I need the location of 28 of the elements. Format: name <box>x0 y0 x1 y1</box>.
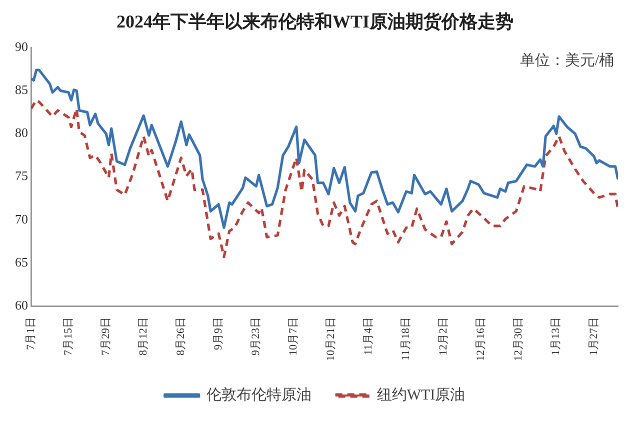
x-tick-label: 1月13日 <box>550 317 562 356</box>
annotation: 单位：美元/桶 <box>520 52 614 70</box>
x-tick-label: 11月4日 <box>362 317 375 356</box>
x-tick-label: 7月1日 <box>24 317 37 350</box>
x-tick-label: 9月23日 <box>250 317 262 356</box>
y-tick-label: 80 <box>15 125 28 140</box>
x-tick-label: 10月7日 <box>288 317 300 356</box>
legend-label: 纽约WTI原油 <box>376 386 466 404</box>
y-tick-label: 90 <box>15 39 28 54</box>
x-tick-label: 12月30日 <box>512 317 525 361</box>
x-tick-label: 9月9日 <box>212 317 225 350</box>
x-tick-label: 10月21日 <box>325 317 338 361</box>
chart-title: 2024年下半年以来布伦特和WTI原油期货价格走势 <box>116 11 514 32</box>
x-tick-label: 8月26日 <box>174 317 187 356</box>
y-tick-label: 85 <box>15 82 28 98</box>
y-tick-label: 75 <box>15 168 28 184</box>
x-tick-label: 8月12日 <box>137 317 150 356</box>
line-series <box>31 98 618 258</box>
legend-label: 伦敦布伦特原油 <box>206 386 312 404</box>
y-tick-label: 70 <box>15 211 28 226</box>
y-tick-label: 60 <box>15 297 28 312</box>
x-tick-label: 7月29日 <box>100 317 112 356</box>
x-tick-label: 7月15日 <box>62 317 74 356</box>
x-tick-label: 11月18日 <box>400 317 412 361</box>
x-tick-label: 12月16日 <box>475 317 488 361</box>
x-tick-label: 12月2日 <box>438 317 450 356</box>
y-tick-label: 65 <box>15 254 28 270</box>
x-tick-label: 1月27日 <box>588 317 600 356</box>
